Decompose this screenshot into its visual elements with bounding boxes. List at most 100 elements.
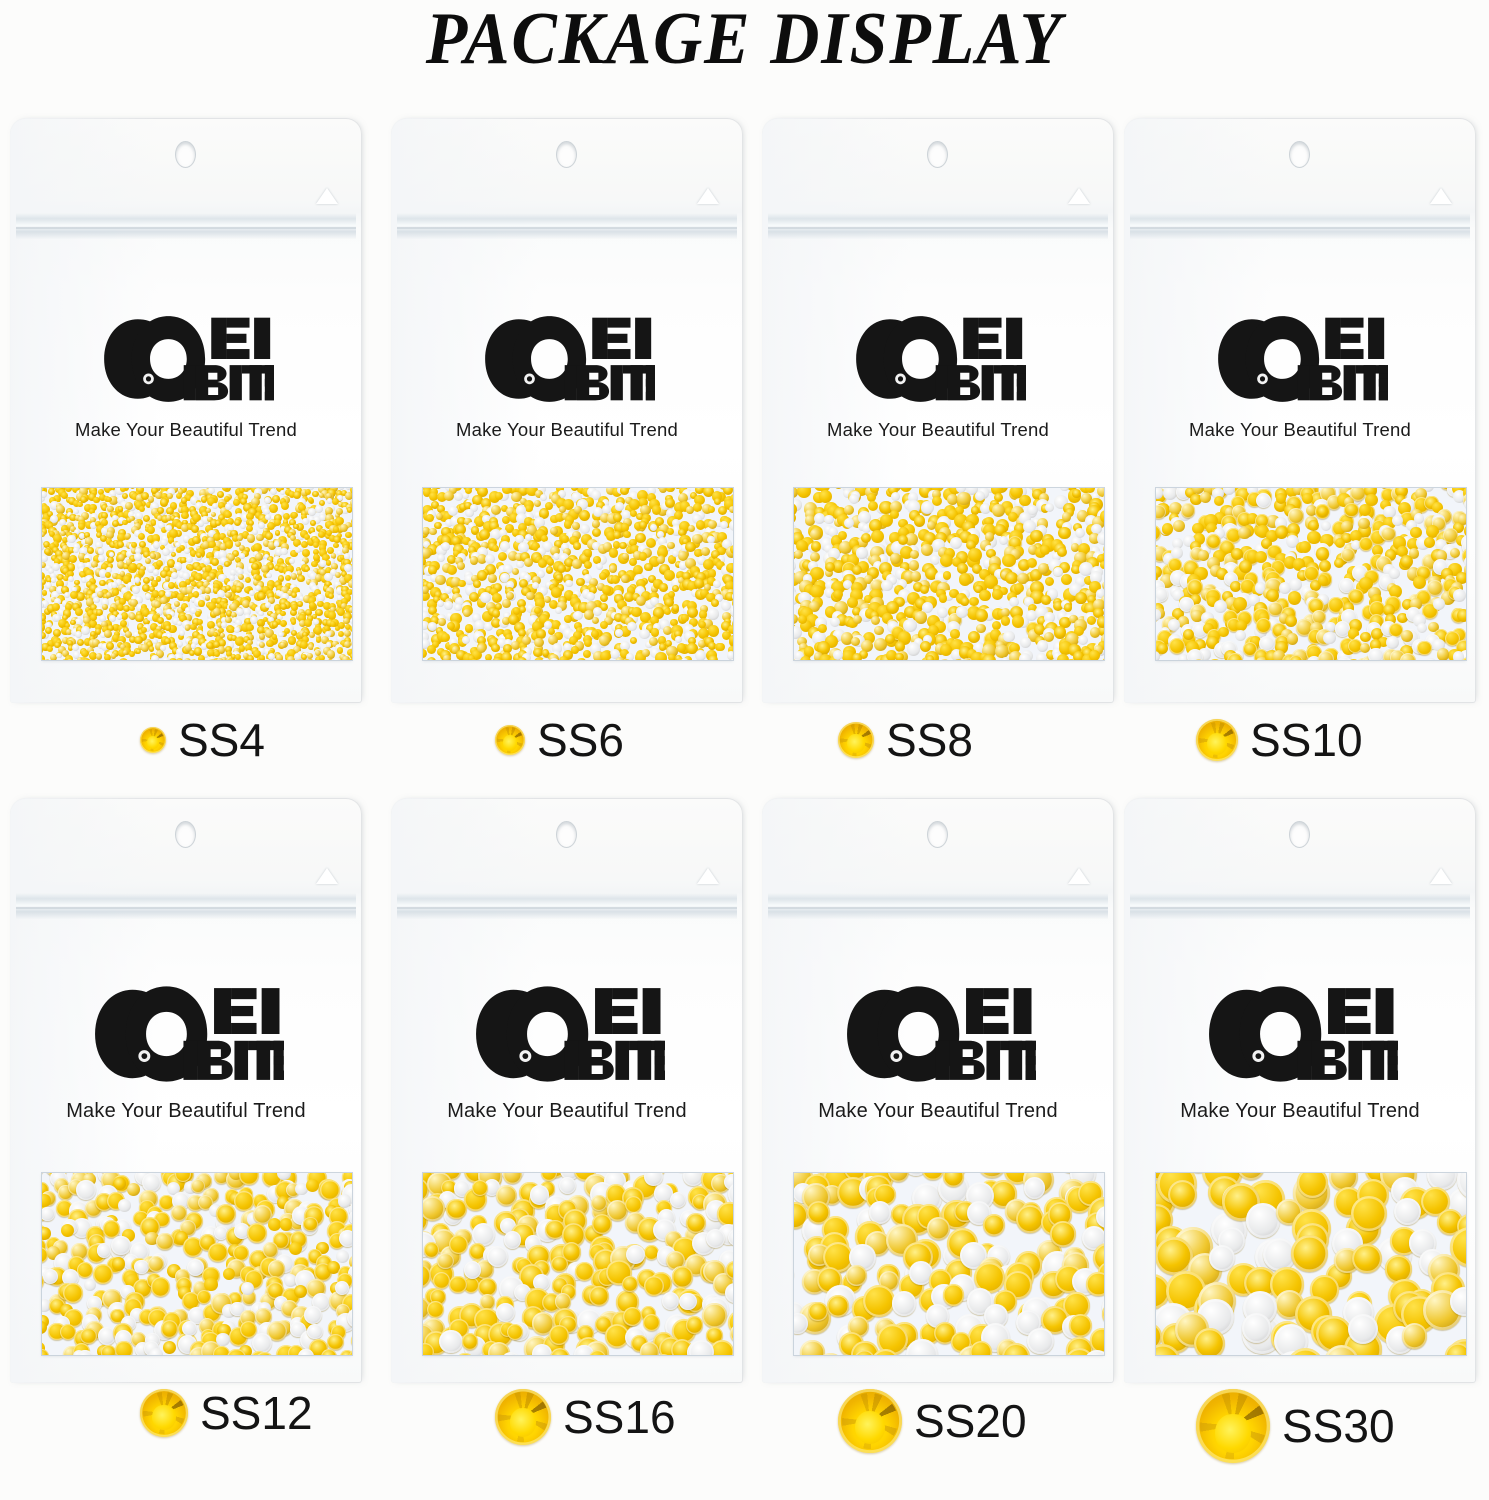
rhinestone [73, 528, 80, 535]
rhinestone [592, 527, 602, 537]
rhinestone [95, 624, 103, 632]
rhinestone [297, 601, 303, 607]
rhinestone [205, 551, 214, 560]
rhinestone [1072, 489, 1081, 499]
rhinestone [210, 511, 217, 518]
rhinestone [812, 631, 826, 645]
rhinestone [209, 655, 216, 660]
rhinestone [324, 658, 331, 660]
rhinestone [112, 610, 119, 618]
rhinestone [1003, 630, 1015, 642]
rhinestone [190, 524, 199, 533]
rhinestone-size-icon [838, 1389, 902, 1453]
rhinestone [93, 496, 100, 504]
rhinestone [715, 593, 724, 603]
rhinestone [1000, 616, 1011, 627]
rhinestone [708, 505, 716, 514]
rhinestone [455, 629, 464, 638]
rhinestone [571, 531, 581, 541]
product-bag-ss16[interactable]: Make Your Beautiful Trend [391, 798, 743, 1383]
rhinestone [76, 1262, 93, 1279]
rhinestone [164, 590, 171, 597]
rhinestone [42, 1268, 58, 1284]
rhinestone [117, 604, 125, 612]
rhinestone [899, 546, 913, 560]
rhinestone [166, 609, 172, 615]
rhinestone [423, 632, 429, 642]
product-bag-ss6[interactable]: Make Your Beautiful Trend [391, 118, 743, 703]
rhinestone [117, 541, 124, 548]
rhinestone [484, 563, 496, 575]
rhinestone [162, 1340, 176, 1355]
rhinestone [634, 585, 646, 596]
rhinestone [461, 491, 470, 499]
rhinestone [650, 534, 659, 542]
rhinestone [84, 561, 93, 570]
rhinestone [1036, 518, 1049, 530]
rhinestone [687, 606, 699, 618]
rhinestone [833, 589, 843, 599]
rhinestone [537, 585, 548, 596]
rhinestone [862, 524, 872, 534]
size-label-text: SS10 [1250, 714, 1363, 766]
brand-block: Make Your Beautiful Trend [10, 983, 362, 1123]
rhinestone [1091, 523, 1102, 534]
rhinestone [237, 535, 243, 541]
rhinestone [119, 571, 126, 577]
rhinestone [69, 525, 76, 532]
rhinestone [275, 653, 284, 660]
rhinestone [571, 646, 579, 654]
rhinestone [506, 592, 514, 600]
rhinestone [309, 631, 316, 638]
rhinestone [681, 578, 693, 590]
product-bag-ss8[interactable]: Make Your Beautiful Trend [762, 118, 1114, 703]
rhinestone [1275, 492, 1287, 504]
product-bag-ss12[interactable]: Make Your Beautiful Trend [10, 798, 362, 1383]
rhinestone [115, 599, 123, 607]
rhinestone [314, 649, 322, 657]
rhinestone [986, 548, 996, 559]
rhinestone [809, 601, 821, 613]
rhinestone [523, 646, 533, 656]
rhinestone [196, 618, 203, 625]
rhinestone [230, 635, 237, 642]
rhinestone [97, 591, 104, 598]
rhinestone [345, 491, 352, 501]
rhinestone [149, 1348, 164, 1355]
rhinestone [476, 643, 487, 654]
product-bag-ss4[interactable]: Make Your Beautiful Trend [10, 118, 362, 703]
rhinestone [46, 603, 56, 613]
rhinestone [332, 526, 340, 533]
rhinestone [308, 602, 317, 610]
product-bag-ss30[interactable]: Make Your Beautiful Trend [1124, 798, 1476, 1383]
rhinestone [563, 519, 573, 529]
rhinestone [972, 563, 983, 574]
rhinestone [856, 547, 868, 559]
product-bag-ss20[interactable]: Make Your Beautiful Trend [762, 798, 1114, 1383]
rhinestone [729, 493, 733, 503]
rhinestone-window-ss20 [794, 1173, 1104, 1355]
rhinestone [345, 488, 352, 490]
rhinestone [298, 595, 305, 602]
rhinestone [499, 541, 511, 553]
rhinestone [470, 503, 479, 512]
product-bag-ss10[interactable]: Make Your Beautiful Trend [1124, 118, 1476, 703]
rhinestone [42, 571, 46, 581]
rhinestone [237, 492, 246, 502]
rhinestone [684, 631, 696, 643]
rhinestone [201, 540, 210, 549]
rhinestone [168, 658, 177, 660]
rhinestone [144, 557, 151, 564]
rhinestone [707, 519, 717, 529]
rhinestone [306, 652, 314, 660]
rhinestone [954, 505, 964, 515]
rhinestone [881, 613, 893, 625]
rhinestone [686, 601, 697, 612]
rhinestone [1092, 599, 1104, 612]
rhinestone [485, 586, 494, 595]
rhinestone [150, 502, 160, 511]
rhinestone [1156, 1237, 1193, 1276]
rhinestone [563, 642, 573, 652]
zip-seal [16, 213, 356, 239]
rhinestone [68, 575, 75, 582]
